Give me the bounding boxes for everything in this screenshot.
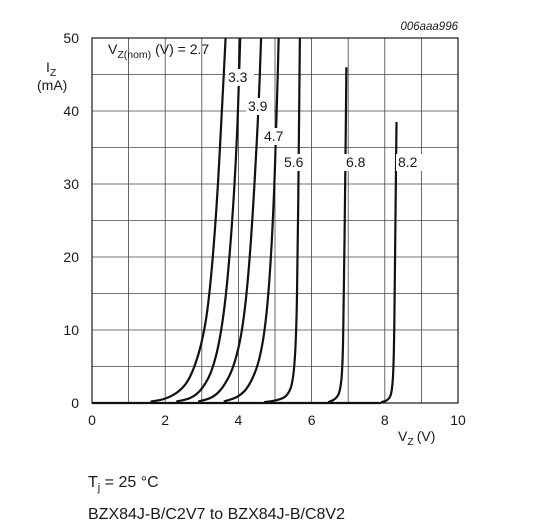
curve-label-3.9: 3.9: [248, 98, 268, 114]
legend-title: VZ(nom) (V) = 2.7: [108, 41, 209, 61]
y-tick-label: 0: [71, 395, 79, 411]
curve-label-4.7: 4.7: [264, 128, 284, 144]
curve-label-bg: [282, 154, 310, 171]
curve-label-bg: [246, 98, 274, 115]
curve-4.7: [223, 37, 280, 403]
x-tick-label: 4: [235, 412, 243, 428]
curve-label-6.8: 6.8: [346, 154, 366, 170]
y-tick-labels: 0 10 20 30 40 50: [63, 30, 79, 411]
x-axis-label: VZ (V): [398, 428, 435, 448]
curve-label-8.2: 8.2: [398, 154, 418, 170]
curve-5.6: [263, 37, 301, 404]
curve-label-bg: [262, 128, 290, 145]
y-tick-label: 30: [63, 176, 79, 192]
y-axis-unit: (mA): [37, 77, 67, 93]
x-tick-label: 10: [450, 412, 466, 428]
y-axis-label: IZ: [46, 59, 57, 79]
curve-label-5.6: 5.6: [284, 154, 304, 170]
curve-2.7: [150, 37, 227, 403]
curve-label-bg: [226, 69, 254, 86]
figure-reference: 006aaa996: [400, 21, 458, 33]
x-tick-labels: 0 2 4 6 8 10: [88, 412, 466, 428]
curve-3.3: [175, 37, 242, 403]
part-range-caption: BZX84J-B/C2V7 to BZX84J-B/C8V2: [88, 506, 345, 523]
curve-labels: 3.33.9 4.75.6 6.8 8.2: [226, 69, 424, 171]
x-tick-label: 8: [381, 412, 389, 428]
y-tick-label: 40: [63, 103, 79, 119]
curve-label-3.3: 3.3: [228, 69, 248, 85]
curve-3.9: [197, 37, 263, 403]
curve-8.2: [380, 121, 398, 404]
junction-temperature-caption: Tj = 25 °C: [88, 474, 159, 495]
y-tick-label: 20: [63, 249, 79, 265]
curve-label-bg: [396, 154, 424, 171]
grid-lines: [91, 37, 459, 404]
x-tick-label: 6: [308, 412, 316, 428]
x-tick-label: 2: [161, 412, 169, 428]
y-tick-label: 10: [63, 322, 79, 338]
curve-series: [92, 37, 398, 405]
curve-label-bg: [344, 154, 372, 171]
curve-label-2.7: 2.7: [190, 41, 210, 57]
x-tick-label: 0: [88, 412, 96, 428]
curve-6.8: [327, 67, 348, 404]
y-tick-label: 50: [63, 30, 79, 46]
